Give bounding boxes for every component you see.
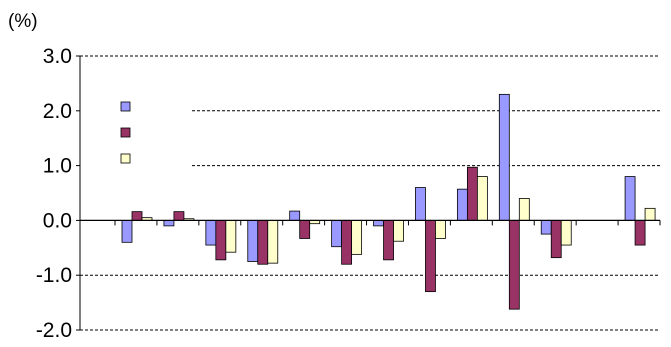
bar xyxy=(498,93,510,221)
y-tick-label: 2.0 xyxy=(43,100,72,123)
bar xyxy=(205,219,217,246)
bar xyxy=(624,176,636,221)
bar xyxy=(644,207,656,221)
bar xyxy=(373,219,384,227)
y-tick-label: 1.0 xyxy=(43,155,72,178)
bar xyxy=(634,219,646,246)
gridlines xyxy=(80,55,661,331)
bar xyxy=(508,219,520,310)
y-tick-label: -1.0 xyxy=(36,264,72,287)
y-unit-label: (%) xyxy=(8,11,38,32)
bars xyxy=(121,93,656,310)
bar xyxy=(393,219,404,242)
bar xyxy=(121,219,133,243)
bar xyxy=(435,219,446,239)
y-tick-label: 3.0 xyxy=(43,45,72,68)
bar xyxy=(476,176,488,221)
bar xyxy=(299,219,311,239)
bar xyxy=(341,219,353,265)
legend xyxy=(120,101,131,164)
bar xyxy=(257,219,269,265)
legend-swatch xyxy=(120,127,131,138)
legend-swatch xyxy=(120,101,131,112)
bar xyxy=(540,219,552,235)
bar xyxy=(560,219,572,246)
bar xyxy=(163,219,175,227)
bar xyxy=(466,166,478,221)
bar xyxy=(289,210,301,221)
bar xyxy=(425,219,436,293)
bar xyxy=(383,219,394,261)
y-tick-labels: 3.0 2.0 1.0 0.0 -1.0 -2.0 xyxy=(36,45,80,342)
bar xyxy=(351,219,363,255)
bar xyxy=(415,187,426,221)
bar xyxy=(247,219,259,262)
bar xyxy=(331,219,343,248)
bar xyxy=(173,211,185,221)
y-tick-label: -2.0 xyxy=(36,319,72,342)
bar xyxy=(267,219,279,264)
y-tick-label: 0.0 xyxy=(43,209,72,232)
bar xyxy=(215,219,227,261)
bar xyxy=(225,219,237,253)
bar xyxy=(550,219,562,259)
bar xyxy=(456,188,468,221)
bar xyxy=(518,198,530,221)
legend-swatch xyxy=(120,153,131,164)
bar xyxy=(131,211,143,221)
